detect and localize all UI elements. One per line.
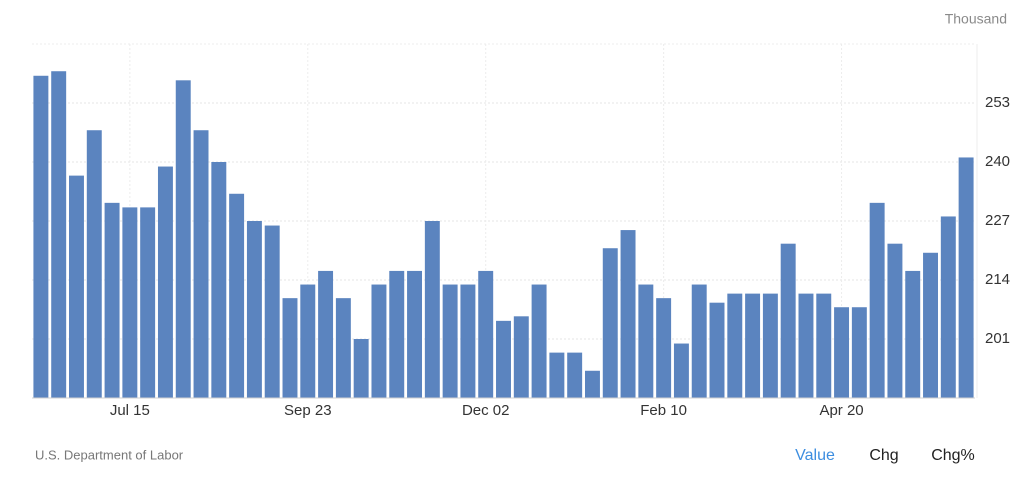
bar <box>389 270 405 398</box>
bar <box>638 284 654 398</box>
bar <box>727 293 743 398</box>
bar <box>86 130 102 398</box>
bar <box>673 343 689 398</box>
bar <box>531 284 547 398</box>
bar <box>353 339 369 398</box>
bar <box>656 298 672 398</box>
unit-label: Thousand <box>945 11 1007 27</box>
bar <box>51 71 67 398</box>
bar <box>869 202 885 398</box>
bar <box>549 352 565 398</box>
bar <box>140 207 156 398</box>
bar <box>264 225 280 398</box>
bar <box>442 284 458 398</box>
bar <box>69 175 84 398</box>
bar <box>193 130 209 398</box>
bar <box>958 157 974 398</box>
bar <box>33 75 49 399</box>
bar <box>780 243 796 398</box>
bar <box>211 162 227 398</box>
bar <box>762 293 778 398</box>
bar <box>460 284 476 398</box>
source: U.S. Department of Labor <box>35 447 184 462</box>
bar <box>496 320 511 398</box>
bar <box>923 252 938 398</box>
y-tick-label: 240 <box>985 153 1010 170</box>
y-tick-label: 201 <box>985 330 1010 347</box>
x-tick-label: Jul 15 <box>110 402 150 419</box>
tab[interactable]: Chg% <box>931 447 975 464</box>
bar <box>620 230 636 398</box>
x-tick-label: Feb 10 <box>640 402 687 419</box>
bar <box>905 270 921 398</box>
bar <box>851 307 867 398</box>
bar <box>175 80 191 399</box>
bar <box>157 166 173 398</box>
bar <box>584 370 600 398</box>
bar <box>104 202 120 398</box>
bar <box>122 207 138 398</box>
bar <box>798 293 814 398</box>
bar <box>335 298 351 398</box>
tab[interactable]: Chg <box>869 447 898 464</box>
bar <box>424 221 440 398</box>
bar <box>745 293 761 398</box>
x-tick-label: Sep 23 <box>284 402 332 419</box>
tab[interactable]: Value <box>795 447 835 464</box>
x-tick-label: Apr 20 <box>819 402 863 419</box>
x-tick-label: Dec 02 <box>462 402 510 419</box>
y-tick-label: 227 <box>985 212 1010 229</box>
bar <box>371 284 387 398</box>
bar <box>300 284 316 398</box>
bar <box>282 298 298 398</box>
bar <box>940 216 956 398</box>
bar <box>887 243 903 398</box>
bar <box>478 270 494 398</box>
bar <box>691 284 707 398</box>
bar <box>318 270 334 398</box>
bar <box>709 302 725 398</box>
bar <box>407 270 423 398</box>
bar <box>246 221 262 398</box>
bar <box>602 248 618 398</box>
y-tick-label: 214 <box>985 271 1010 288</box>
y-tick-label: 253 <box>985 94 1010 111</box>
bar <box>567 352 583 398</box>
bar <box>816 293 832 398</box>
bar <box>229 193 245 398</box>
bar <box>834 307 850 398</box>
bar <box>513 316 529 398</box>
